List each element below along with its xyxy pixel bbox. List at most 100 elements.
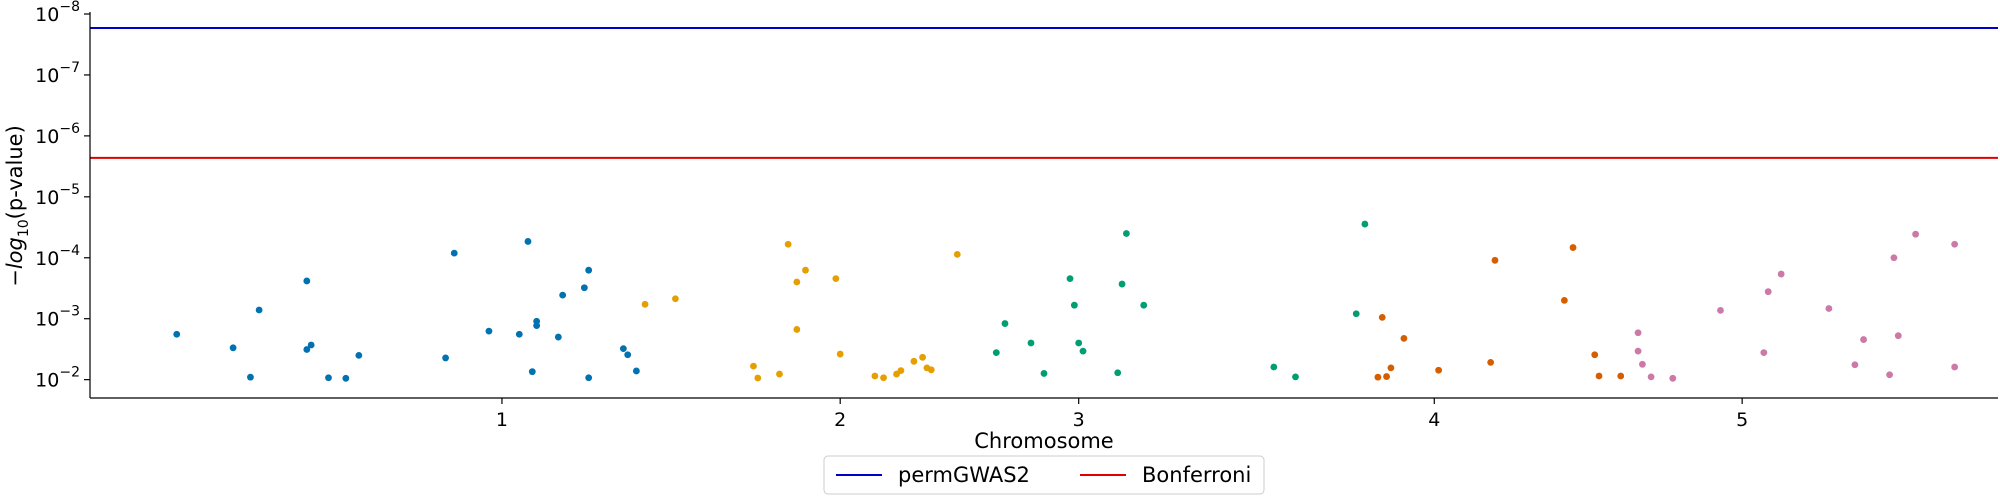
data-point bbox=[554, 333, 562, 341]
data-point bbox=[776, 370, 783, 378]
data-point bbox=[1001, 320, 1009, 327]
data-point bbox=[897, 367, 905, 374]
data-point bbox=[619, 345, 627, 353]
x-axis: 1 2 3 4 5 bbox=[90, 397, 1998, 431]
data-point bbox=[992, 349, 1000, 357]
data-point bbox=[1027, 339, 1035, 347]
data-point bbox=[1270, 363, 1278, 371]
data-point bbox=[1669, 374, 1677, 382]
y-tick-label: 10−4 bbox=[35, 243, 80, 270]
data-point bbox=[1894, 332, 1902, 340]
legend: permGWAS2 Bonferroni bbox=[823, 455, 1265, 495]
data-point bbox=[1890, 254, 1898, 262]
data-point bbox=[1912, 230, 1920, 238]
data-point bbox=[641, 300, 649, 308]
data-point bbox=[585, 374, 593, 382]
data-point bbox=[750, 362, 757, 370]
data-point bbox=[632, 367, 640, 375]
data-point bbox=[1951, 240, 1959, 248]
data-point bbox=[307, 341, 315, 349]
data-point bbox=[793, 278, 801, 286]
y-tick-label: 10−2 bbox=[35, 365, 80, 392]
data-point bbox=[247, 373, 254, 381]
data-point bbox=[1352, 310, 1360, 318]
data-point bbox=[1569, 244, 1577, 251]
data-point bbox=[533, 322, 541, 330]
data-point bbox=[880, 374, 887, 382]
data-point bbox=[1118, 280, 1126, 288]
data-point bbox=[524, 238, 532, 245]
data-point bbox=[1634, 347, 1642, 355]
data-point bbox=[1491, 256, 1499, 264]
x-tick-label: 2 bbox=[834, 409, 846, 431]
data-point bbox=[1387, 364, 1395, 372]
data-point bbox=[1114, 369, 1122, 377]
y-tick-label: 10−5 bbox=[35, 182, 80, 209]
data-point bbox=[1487, 358, 1495, 366]
data-point bbox=[1634, 329, 1642, 337]
data-point bbox=[1591, 351, 1599, 359]
data-point bbox=[528, 368, 536, 376]
data-point bbox=[1639, 360, 1646, 368]
data-point bbox=[1070, 301, 1078, 309]
data-point bbox=[1122, 230, 1130, 237]
data-point bbox=[1079, 347, 1087, 355]
data-point bbox=[1886, 371, 1893, 379]
x-tick-label: 3 bbox=[1073, 409, 1085, 431]
legend-label-permgwas2: permGWAS2 bbox=[898, 463, 1030, 487]
data-point bbox=[1140, 301, 1148, 309]
data-point bbox=[836, 350, 844, 358]
data-point bbox=[1383, 373, 1390, 380]
data-point bbox=[1400, 334, 1408, 342]
data-point bbox=[1595, 372, 1603, 380]
data-point bbox=[1378, 313, 1386, 321]
data-point bbox=[515, 330, 523, 338]
x-tick-label: 4 bbox=[1428, 409, 1440, 431]
y-tick-label: 10−8 bbox=[35, 0, 80, 26]
y-tick-label: 10−3 bbox=[35, 304, 80, 331]
data-point bbox=[1040, 370, 1048, 377]
y-axis-title: −log10(p-value) bbox=[3, 125, 32, 287]
data-point bbox=[485, 327, 493, 335]
data-point bbox=[754, 374, 762, 382]
data-point bbox=[1825, 305, 1833, 312]
data-point bbox=[784, 240, 792, 248]
data-point bbox=[355, 352, 363, 359]
plot-area bbox=[90, 27, 1998, 382]
data-point bbox=[585, 266, 593, 274]
data-point bbox=[672, 295, 679, 303]
data-point bbox=[1717, 306, 1724, 314]
data-point bbox=[1435, 366, 1443, 374]
data-point bbox=[1617, 372, 1625, 380]
y-axis: 10−2 10−3 10−4 10−5 10−6 10−7 10−8 bbox=[35, 0, 91, 398]
data-point bbox=[580, 284, 588, 292]
data-point bbox=[832, 275, 840, 283]
data-point bbox=[303, 346, 311, 353]
legend-label-bonferroni: Bonferroni bbox=[1142, 463, 1251, 487]
data-point bbox=[927, 366, 935, 374]
data-point bbox=[442, 354, 449, 362]
data-point bbox=[303, 277, 311, 285]
x-axis-title: Chromosome bbox=[974, 429, 1113, 453]
x-tick-label: 5 bbox=[1736, 409, 1748, 431]
data-point bbox=[1764, 288, 1772, 296]
data-point bbox=[342, 374, 350, 382]
data-point bbox=[953, 250, 961, 258]
data-point bbox=[624, 351, 632, 359]
data-point bbox=[919, 353, 926, 361]
data-point bbox=[1777, 270, 1785, 278]
data-point bbox=[559, 291, 567, 299]
data-point bbox=[450, 249, 458, 257]
data-point bbox=[802, 266, 809, 274]
data-point bbox=[1851, 361, 1859, 369]
data-point bbox=[1560, 296, 1568, 304]
data-point bbox=[1760, 349, 1768, 357]
data-point bbox=[793, 326, 801, 333]
data-point bbox=[1860, 336, 1867, 343]
data-point bbox=[229, 344, 237, 352]
data-point bbox=[173, 330, 181, 338]
data-point bbox=[910, 357, 918, 365]
legend-box bbox=[823, 455, 1265, 495]
data-point bbox=[871, 372, 879, 380]
